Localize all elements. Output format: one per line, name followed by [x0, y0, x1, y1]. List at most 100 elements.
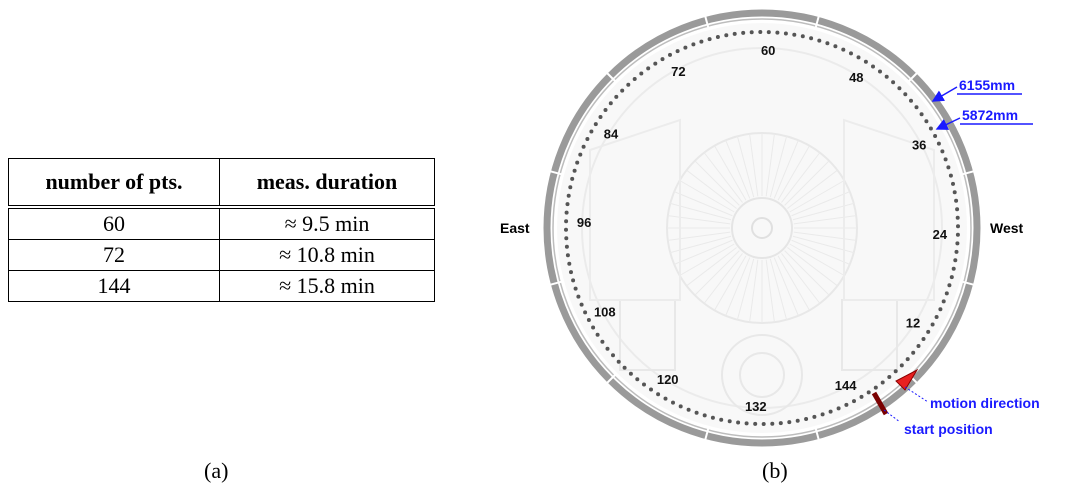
measurement-point: [699, 39, 704, 44]
ring-segment-tick: [704, 16, 710, 29]
measurement-point: [928, 126, 933, 131]
measurement-point: [571, 278, 576, 283]
table-cell: ≈ 10.8 min: [219, 239, 435, 271]
measurement-point: [951, 266, 956, 271]
table-row: 144 ≈ 15.8 min: [8, 270, 435, 302]
measurement-point: [836, 406, 841, 411]
measurement-point: [710, 415, 715, 420]
measurement-point: [632, 77, 637, 81]
measurement-point: [856, 55, 861, 60]
measurement-point: [675, 49, 680, 54]
point-label-108: 108: [594, 305, 616, 320]
measurement-point: [611, 353, 615, 358]
measurement-point: [852, 399, 856, 404]
measurement-point: [820, 412, 825, 417]
point-label-12: 12: [906, 315, 920, 330]
table-panel: number of pts. meas. duration 60 ≈ 9.5 m…: [8, 158, 435, 302]
point-label-72: 72: [671, 64, 685, 79]
east-label: East: [500, 220, 530, 236]
measurement-point: [622, 365, 627, 370]
measurement-point: [893, 369, 898, 374]
measurement-point: [691, 42, 696, 47]
measurement-point: [914, 105, 919, 110]
measurement-point: [954, 249, 959, 254]
measurement-point: [653, 61, 658, 66]
measurement-point: [568, 185, 573, 190]
measurement-point: [783, 31, 788, 36]
measurement-point: [620, 88, 625, 93]
measurement-point: [804, 417, 809, 421]
measurement-point: [956, 224, 960, 229]
measurement-point: [955, 207, 960, 212]
measurement-point: [787, 420, 792, 425]
measurement-point: [946, 165, 951, 170]
start-position-label: start position: [904, 421, 993, 437]
measurement-point: [841, 47, 846, 52]
measurement-point: [649, 387, 653, 392]
point-label-60: 60: [761, 43, 775, 58]
measurement-point: [656, 392, 661, 397]
measurement-point: [933, 134, 938, 138]
measurement-point: [825, 41, 830, 46]
table-cell: 144: [8, 270, 220, 302]
west-label: West: [990, 220, 1024, 236]
measurement-point: [849, 51, 853, 56]
point-label-36: 36: [912, 137, 926, 152]
measurement-point: [955, 241, 960, 246]
measurement-point: [936, 141, 941, 146]
measurement-point: [954, 198, 959, 203]
measurement-point: [576, 294, 581, 299]
measurement-point: [567, 261, 572, 266]
ring-segment-tick: [961, 280, 974, 286]
point-label-96: 96: [577, 215, 591, 230]
measurement-point: [934, 315, 939, 319]
motion-direction-label: motion direction: [930, 395, 1040, 411]
measurement-point: [749, 30, 754, 35]
measurement-point: [598, 115, 603, 119]
motion-direction-arrow: [895, 368, 919, 391]
measurement-point: [683, 45, 688, 50]
measurement-point: [953, 258, 958, 263]
measurement-point: [564, 244, 569, 249]
ring-segment-tick: [606, 373, 617, 384]
ring-segment-tick: [606, 72, 617, 83]
ring-segment-tick: [814, 16, 820, 29]
measurement-point: [899, 363, 904, 368]
measurement-point: [591, 325, 596, 330]
ring-segment-tick: [814, 427, 820, 440]
measurement-point: [639, 71, 644, 76]
measurement-point: [955, 215, 960, 220]
table-header-row: number of pts. meas. duration: [8, 158, 435, 209]
measurement-point: [719, 417, 724, 422]
ring-segment-tick: [550, 280, 563, 286]
outer-ring: [543, 9, 981, 447]
measurement-point: [616, 359, 621, 364]
measurement-point: [566, 193, 571, 198]
measurement-point: [608, 101, 613, 106]
measurement-point: [583, 310, 588, 315]
measurement-point: [770, 421, 775, 426]
measurement-point: [593, 122, 598, 127]
measurement-point: [614, 94, 619, 99]
measurement-point: [897, 86, 902, 91]
measurement-point: [715, 35, 720, 39]
measurement-table: number of pts. meas. duration 60 ≈ 9.5 m…: [8, 158, 435, 302]
measurement-point: [938, 307, 943, 312]
measurement-point: [678, 404, 683, 409]
measurement-point: [766, 30, 771, 35]
measurement-point: [905, 357, 910, 362]
measurement-point: [565, 202, 570, 207]
measurement-point: [809, 36, 814, 41]
inner-radius-arrow: [935, 117, 961, 130]
measurement-point: [924, 119, 929, 124]
outer-radius-label: 6155mm: [959, 77, 1015, 93]
measurement-point: [833, 44, 838, 49]
measurement-point: [668, 52, 672, 57]
measurement-point: [573, 286, 578, 291]
measurement-point: [585, 137, 590, 141]
measurement-point: [866, 390, 871, 395]
outer-ring-inner-edge: [552, 18, 972, 438]
measurement-point: [909, 98, 913, 103]
measurement-point: [844, 402, 849, 407]
measurement-point: [795, 418, 800, 423]
